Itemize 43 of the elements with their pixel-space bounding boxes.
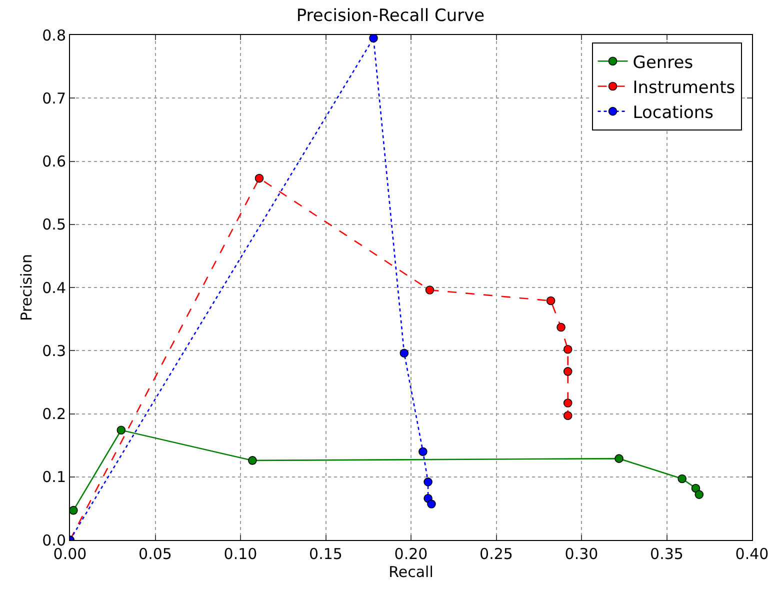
x-tick-label: 0.05: [138, 545, 172, 563]
legend-label: Genres: [632, 52, 694, 73]
legend-label: Instruments: [632, 78, 736, 98]
y-axis-title: Precision: [17, 254, 36, 321]
y-tick-label: 0.7: [42, 89, 66, 108]
point: [425, 286, 434, 294]
y-tick-label: 0.1: [42, 468, 66, 486]
y-tick-label: 0.2: [42, 405, 66, 423]
point: [418, 447, 428, 456]
point: [694, 490, 704, 499]
point: [563, 411, 572, 420]
point: [691, 484, 700, 493]
point: [427, 500, 436, 508]
point: [254, 174, 264, 183]
point: [563, 398, 572, 408]
x-tick-label: 0.10: [224, 545, 258, 563]
point: [614, 454, 624, 463]
x-tick-label: 0.15: [309, 545, 342, 563]
point: [546, 296, 556, 306]
y-tick-label: 0.4: [42, 278, 66, 297]
x-tick-label: 0.25: [480, 545, 513, 563]
x-tick-label: 0.30: [564, 545, 598, 563]
y-tick-label: 0.6: [42, 152, 66, 170]
x-tick-label: 0.20: [394, 545, 428, 563]
x-tick-label: 0.40: [735, 545, 769, 563]
point: [369, 35, 378, 43]
point: [563, 367, 572, 376]
point: [70, 506, 78, 515]
legend-label: Locations: [632, 102, 714, 123]
x-tick-label: 0.00: [53, 545, 87, 563]
y-tick-label: 0.5: [42, 216, 66, 234]
point: [678, 474, 686, 484]
point: [424, 478, 432, 486]
y-tick-label: 0.3: [42, 342, 66, 360]
point: [248, 456, 257, 465]
chart-title: Precision-Recall Curve: [296, 6, 485, 26]
x-tick-label: 0.35: [650, 545, 684, 563]
y-tick-label: 0.8: [42, 26, 66, 44]
point: [563, 344, 572, 354]
x-axis-title: Recall: [388, 563, 434, 581]
point: [116, 426, 126, 435]
point: [556, 322, 566, 332]
point: [400, 348, 409, 358]
